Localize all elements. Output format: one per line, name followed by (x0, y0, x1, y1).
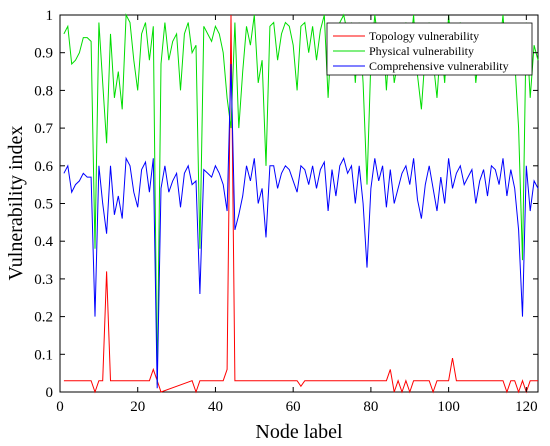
x-tick-label: 100 (437, 399, 460, 415)
y-tick-label: 0.8 (34, 83, 53, 99)
y-axis-label: Vulnerability index (5, 126, 27, 281)
series-line-1 (63, 14, 538, 394)
x-tick-label: 0 (56, 399, 64, 415)
x-tick-label: 80 (363, 399, 378, 415)
legend-label-1: Topology vulnerability (369, 29, 479, 43)
y-tick-label: 0.6 (34, 159, 53, 175)
y-tick-label: 0.1 (34, 347, 53, 363)
x-tick-label: 60 (286, 399, 301, 415)
y-tick-label: 1 (46, 8, 54, 24)
y-tick-label: 0 (46, 385, 54, 401)
y-tick-label: 0.2 (34, 310, 53, 326)
x-tick-label: 120 (515, 399, 538, 415)
legend-label-3: Comprehensive vulnerability (369, 59, 509, 73)
y-tick-label: 0.3 (34, 272, 53, 288)
plot-area-frame (59, 14, 539, 393)
y-tick-label: 0.9 (34, 46, 53, 62)
y-tick-label: 0.7 (34, 121, 53, 137)
y-tick-label: 0.4 (34, 234, 53, 250)
x-tick-label: 40 (208, 399, 223, 415)
axis-ticks: 0 20 40 60 80 100 120 0 0.1 0.2 0.3 0.4 0.5 0.6 0.7 0.8… (34, 8, 538, 415)
x-tick-label: 20 (130, 399, 145, 415)
y-tick-label: 0.5 (34, 197, 53, 213)
series-line-3 (63, 63, 539, 389)
legend-label-2: Physical vulnerability (369, 44, 474, 58)
x-axis-label: Node label (255, 421, 343, 443)
